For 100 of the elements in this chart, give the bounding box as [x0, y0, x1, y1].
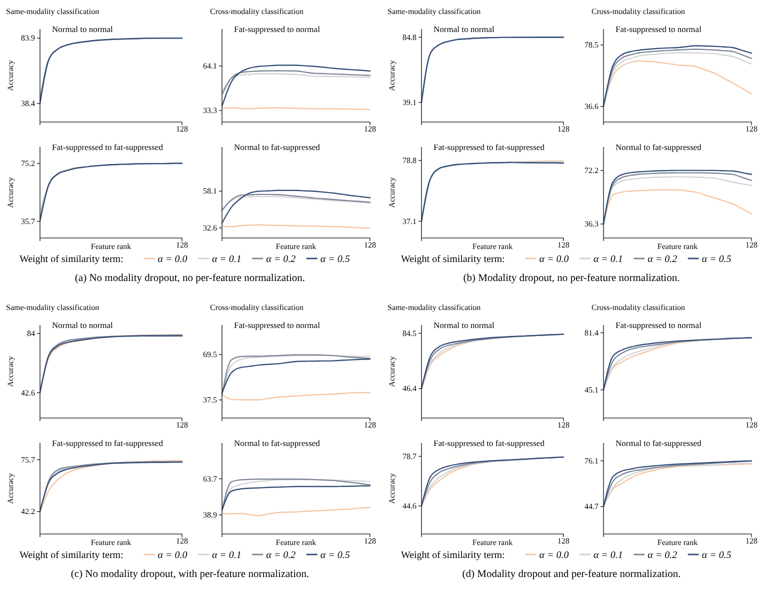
- x-tick-label: 128: [364, 124, 376, 134]
- legend-label: α = 0.2: [648, 254, 678, 265]
- text: (b) Modality dropout, no per-feature normalization.: [463, 273, 680, 284]
- y-tick-label: 39.1: [402, 98, 416, 108]
- legend-label: α = 0.5: [320, 550, 350, 561]
- y-tick-label: 81.4: [584, 328, 598, 338]
- text: Same-modality classification: [388, 7, 481, 16]
- legend-label: α = 0.0: [539, 550, 569, 561]
- x-tick-label: 128: [176, 420, 188, 430]
- x-tick-label: 128: [558, 124, 570, 134]
- y-tick-label: 42.6: [21, 388, 35, 398]
- legend-title: Weight of similarity term:: [19, 254, 124, 265]
- legend-label: α = 0.2: [648, 550, 678, 561]
- legend-title: Weight of similarity term:: [400, 550, 505, 561]
- y-tick-label: 44.6: [402, 501, 416, 510]
- x-tick-label: 128: [746, 420, 758, 430]
- chart-title: Fat-suppressed to fat-suppressed: [434, 438, 546, 448]
- legend-label: α = 0.1: [593, 254, 623, 265]
- chart-title: Normal to fat-suppressed: [234, 438, 321, 448]
- text: (a) No modality dropout, no per-feature normalization.: [74, 273, 306, 284]
- legend-label: α = 0.0: [539, 254, 569, 265]
- x-tick-label: 128: [558, 240, 570, 250]
- text: Cross-modality classification: [210, 7, 304, 16]
- legend-label: α = 0.1: [593, 550, 623, 561]
- y-axis-title: Accuracy: [388, 177, 396, 208]
- x-axis-title: Feature rank: [276, 538, 316, 547]
- chart-title: Normal to fat-suppressed: [616, 438, 702, 448]
- legend-label: α = 0.2: [266, 550, 296, 561]
- y-axis-title: Accuracy: [6, 356, 15, 387]
- y-axis-title: Accuracy: [388, 356, 396, 387]
- text: Cross-modality classification: [592, 7, 686, 16]
- x-tick-label: 128: [746, 240, 758, 250]
- x-tick-label: 128: [746, 124, 758, 134]
- chart-title: Fat-suppressed to normal: [616, 320, 702, 330]
- y-tick-label: 78.7: [402, 452, 416, 461]
- text: Same-modality classification: [6, 7, 100, 16]
- y-tick-label: 44.7: [584, 502, 598, 512]
- legend-label: α = 0.1: [212, 254, 242, 265]
- y-axis-title: Accuracy: [388, 60, 396, 91]
- y-axis-title: Accuracy: [6, 177, 15, 208]
- text: Cross-modality classification: [592, 303, 686, 312]
- text: Cross-modality classification: [210, 303, 304, 312]
- x-tick-label: 128: [364, 536, 376, 546]
- x-axis-title: Feature rank: [657, 538, 698, 547]
- x-axis-title: Feature rank: [657, 242, 698, 251]
- y-tick-label: 36.6: [584, 102, 598, 112]
- y-tick-label: 42.2: [21, 507, 35, 516]
- text: Same-modality classification: [6, 303, 100, 312]
- x-axis-title: Feature rank: [472, 538, 513, 547]
- chart-title: Normal to normal: [434, 24, 496, 34]
- y-tick-label: 35.7: [21, 216, 35, 226]
- y-tick-label: 78.8: [402, 156, 416, 165]
- y-tick-label: 45.1: [584, 385, 598, 394]
- y-tick-label: 38.4: [21, 99, 35, 108]
- y-tick-label: 84.8: [402, 32, 416, 42]
- y-axis-title: Accuracy: [388, 473, 396, 504]
- chart-title: Normal to normal: [52, 320, 114, 330]
- x-tick-label: 128: [176, 124, 188, 134]
- y-tick-label: 72.2: [584, 166, 598, 175]
- y-tick-label: 78.5: [584, 40, 598, 50]
- chart-title: Fat-suppressed to normal: [234, 24, 321, 34]
- chart-title: Fat-suppressed to normal: [234, 320, 321, 330]
- y-tick-label: 84: [27, 329, 35, 338]
- y-axis-title: Accuracy: [6, 473, 15, 504]
- chart-title: Normal to normal: [52, 24, 114, 34]
- chart-title: Normal to fat-suppressed: [234, 142, 321, 152]
- y-tick-label: 76.1: [584, 456, 598, 466]
- x-axis-title: Feature rank: [276, 242, 316, 251]
- x-axis-title: Feature rank: [90, 538, 132, 547]
- y-tick-label: 64.1: [203, 62, 217, 70]
- y-tick-label: 36.3: [584, 220, 598, 229]
- y-tick-label: 32.6: [203, 223, 217, 232]
- legend-label: α = 0.0: [158, 254, 188, 265]
- x-tick-label: 128: [176, 240, 188, 250]
- x-tick-label: 128: [364, 420, 376, 430]
- x-tick-label: 128: [746, 536, 758, 546]
- legend-label: α = 0.5: [702, 550, 732, 561]
- text: (c) No modality dropout, with per-feature normalization.: [70, 569, 310, 580]
- legend-label: α = 0.5: [320, 254, 350, 265]
- y-tick-label: 83.9: [21, 34, 35, 43]
- y-tick-label: 84.5: [402, 328, 416, 338]
- y-tick-label: 63.7: [203, 474, 217, 484]
- chart-title: Fat-suppressed to fat-suppressed: [434, 142, 546, 152]
- y-axis-title: Accuracy: [6, 60, 15, 91]
- legend-label: α = 0.5: [702, 254, 732, 265]
- legend-label: α = 0.2: [266, 254, 296, 265]
- y-tick-label: 37.5: [203, 395, 217, 404]
- y-tick-label: 58.1: [203, 186, 217, 196]
- y-tick-label: 69.5: [203, 350, 217, 360]
- y-tick-label: 37.1: [402, 216, 416, 226]
- x-axis-title: Feature rank: [90, 242, 132, 251]
- x-tick-label: 128: [364, 240, 376, 250]
- chart-title: Fat-suppressed to normal: [616, 24, 702, 34]
- chart-title: Normal to fat-suppressed: [616, 142, 702, 152]
- x-tick-label: 128: [558, 536, 570, 546]
- legend-label: α = 0.1: [212, 550, 242, 561]
- x-tick-label: 128: [176, 536, 188, 546]
- x-axis-title: Feature rank: [472, 242, 513, 251]
- legend-label: α = 0.0: [158, 550, 188, 561]
- chart-title: Fat-suppressed to fat-suppressed: [52, 438, 164, 448]
